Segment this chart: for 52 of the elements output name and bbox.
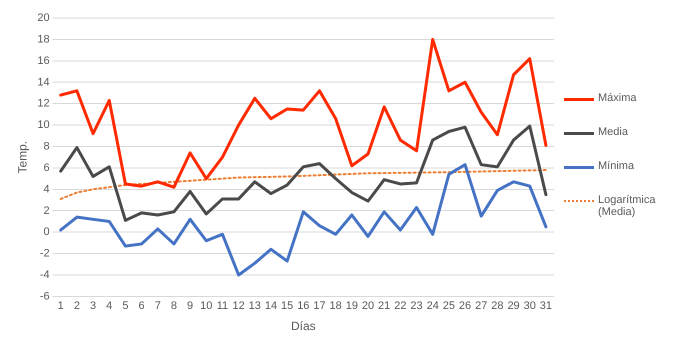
x-tick-label: 7 [154, 300, 161, 312]
x-tick-label: 25 [442, 300, 455, 312]
x-tick-label: 22 [394, 300, 406, 312]
y-tick-label: 12 [37, 98, 50, 110]
line-series [60, 169, 547, 200]
x-tick-label: 1 [58, 300, 64, 312]
x-tick-label: 21 [378, 300, 390, 312]
x-tick-label: 27 [475, 300, 488, 312]
x-tick-label: 19 [346, 300, 358, 312]
legend-label: Logarítmica (Media) [598, 194, 656, 218]
y-tick-label: 0 [44, 226, 50, 238]
x-tick-label: 9 [187, 300, 194, 312]
y-tick-label: 14 [37, 76, 50, 88]
y-tick-label: -6 [40, 290, 50, 302]
legend-label: Máxima [598, 92, 637, 104]
y-tick-label: 18 [37, 33, 50, 46]
legend-label: Mínima [598, 160, 634, 172]
x-tick-label: 24 [426, 300, 439, 312]
y-tick-label: 16 [37, 54, 50, 67]
x-tick-label: 3 [90, 300, 96, 312]
x-tick-label: 2 [74, 300, 80, 312]
y-tick-label: 8 [44, 140, 50, 153]
x-tick-label: 13 [248, 300, 261, 312]
x-tick-label: 31 [540, 300, 552, 312]
x-tick-label: 8 [170, 300, 177, 312]
x-tick-label: 26 [458, 300, 472, 312]
y-tick-label: 2 [44, 204, 50, 217]
y-tick-label: 10 [37, 119, 50, 132]
y-axis-title: Temp. [16, 140, 30, 174]
x-tick-label: 11 [216, 300, 228, 312]
x-tick-label: 28 [491, 300, 504, 312]
y-tick-label: 6 [44, 162, 50, 174]
y-tick-label: 20 [37, 12, 50, 24]
y-tick-label: -4 [40, 269, 50, 282]
y-tick-label: 4 [44, 183, 50, 196]
x-tick-label: 17 [313, 300, 326, 312]
x-axis-title: Días [290, 319, 316, 334]
x-tick-label: 16 [297, 300, 310, 312]
x-tick-label: 30 [524, 300, 536, 312]
legend-label: Media [598, 126, 628, 138]
x-tick-label: 15 [281, 300, 294, 312]
x-tick-label: 20 [362, 300, 374, 312]
x-tick-label: 6 [138, 300, 145, 312]
x-tick-label: 5 [122, 300, 128, 312]
x-tick-label: 29 [507, 300, 520, 312]
x-tick-label: 14 [264, 300, 278, 312]
y-tick-label: -2 [40, 248, 50, 260]
x-tick-label: 23 [410, 300, 423, 312]
x-tick-label: 4 [106, 300, 112, 312]
x-tick-label: 12 [232, 300, 245, 312]
x-tick-label: 10 [200, 300, 212, 312]
x-tick-label: 18 [330, 300, 342, 312]
